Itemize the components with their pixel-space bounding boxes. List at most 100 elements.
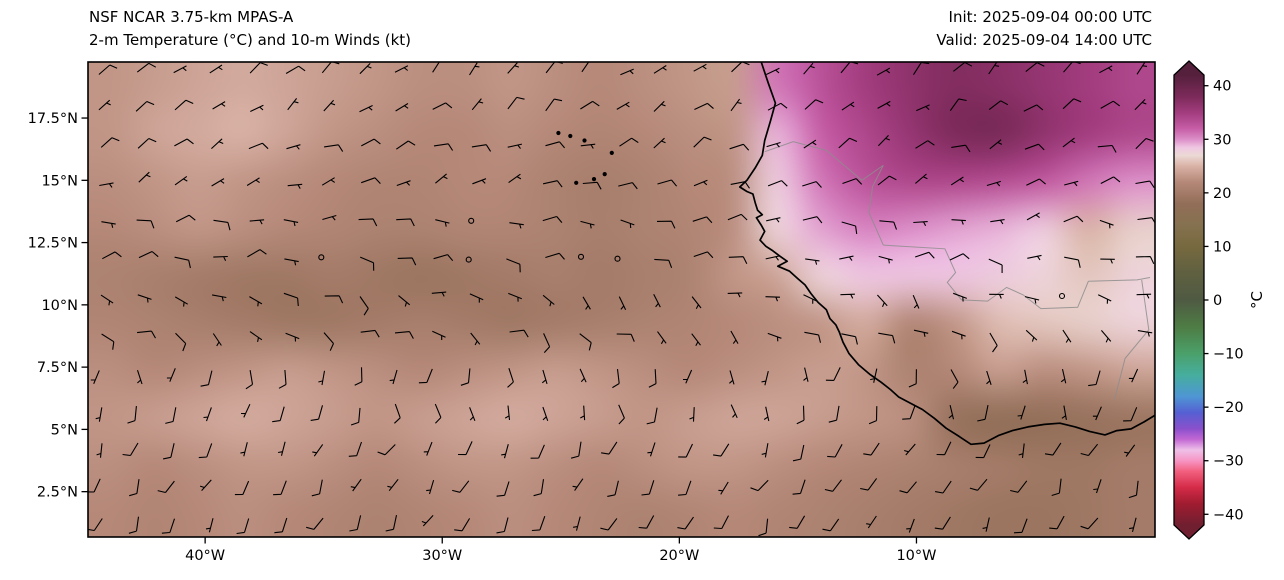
wind-barb: [879, 220, 898, 230]
wind-barb: [618, 404, 625, 425]
x-tick-label: 10°W: [896, 548, 936, 564]
wind-barb: [915, 173, 928, 184]
wind-barb: [174, 99, 194, 111]
wind-barb: [728, 256, 748, 265]
wind-barb: [789, 515, 806, 529]
wind-barb: [387, 478, 399, 492]
wind-barb: [284, 258, 299, 266]
wind-barb: [249, 296, 263, 307]
x-tick-label: 30°W: [422, 548, 462, 564]
wind-barb: [283, 292, 299, 307]
y-tick-label: 12.5°N: [28, 236, 78, 252]
wind-barb: [868, 406, 878, 425]
wind-barb: [250, 104, 264, 112]
wind-barb: [101, 221, 116, 228]
wind-barb: [758, 518, 769, 537]
wind-barb: [988, 100, 1009, 111]
border-line: [764, 141, 884, 246]
wind-barb: [908, 369, 917, 388]
wind-barb: [324, 295, 344, 304]
island-dot: [602, 172, 607, 177]
wind-barb: [951, 330, 966, 340]
wind-barb: [198, 443, 213, 459]
wind-barb: [1128, 368, 1139, 383]
wind-barb: [542, 294, 555, 307]
wind-barb: [136, 62, 157, 73]
wind-barb: [469, 293, 484, 303]
wind-barb: [713, 515, 729, 530]
wind-barb: [1099, 65, 1113, 74]
wind-barb: [1124, 444, 1136, 457]
wind-barb: [397, 257, 417, 266]
wind-barb: [899, 481, 917, 494]
wind-barb: [542, 406, 549, 421]
wind-barb: [1027, 254, 1042, 261]
map-layers: [88, 62, 1155, 537]
wind-barb: [934, 516, 951, 530]
wind-barb: [545, 252, 565, 260]
y-tick-label: 7.5°N: [37, 360, 78, 376]
wind-barb: [166, 368, 176, 382]
wind-barb: [1024, 296, 1040, 304]
wind-barb: [767, 102, 788, 111]
wind-barb: [137, 294, 152, 303]
wind-barb: [135, 100, 155, 112]
wind-barb: [870, 368, 878, 383]
wind-barb: [647, 442, 656, 457]
x-tick-label: 40°W: [185, 548, 225, 564]
wind-barb: [389, 369, 398, 385]
wind-barb: [278, 369, 287, 389]
wind-barb: [572, 478, 584, 491]
wind-barb: [641, 480, 655, 496]
coastline-path: [738, 62, 1155, 446]
wind-barb: [285, 332, 300, 342]
wind-barb: [173, 65, 187, 74]
wind-barb: [766, 217, 781, 223]
wind-barb: [580, 100, 600, 110]
wind-barb: [396, 180, 411, 187]
y-tick-label: 10°N: [41, 298, 78, 314]
wind-barb: [1128, 480, 1139, 499]
wind-barb: [570, 441, 582, 459]
wind-barb: [718, 481, 729, 495]
wind-barb: [1060, 368, 1067, 384]
wind-barb: [620, 68, 634, 76]
colorbar: 40 30 20 10 0 −10 −20 −30 −40 °C: [1173, 60, 1266, 540]
wind-barb: [318, 370, 326, 386]
wind-barb: [913, 221, 928, 227]
island-dot: [556, 130, 561, 136]
wind-barb: [842, 178, 863, 185]
wind-barb: [657, 179, 678, 187]
wind-barb: [1018, 443, 1025, 458]
wind-barb: [822, 518, 840, 532]
wind-barb: [1135, 256, 1155, 265]
wind-barb: [1100, 176, 1121, 184]
wind-barb: [90, 370, 100, 385]
wind-barb: [507, 62, 520, 74]
wind-barb: [433, 254, 454, 262]
wind-barb: [531, 516, 546, 532]
wind-barb: [766, 67, 780, 75]
wind-barb: [982, 517, 990, 532]
wind-barb: [1062, 329, 1072, 343]
wind-barb: [693, 136, 712, 148]
wind-barb: [638, 515, 655, 529]
wind-barb: [866, 515, 877, 529]
wind-barb: [460, 368, 471, 386]
wind-barb: [730, 330, 739, 344]
colorbar-tick-label: −30: [1213, 454, 1244, 470]
wind-barb: [99, 182, 114, 188]
wind-barb: [876, 67, 891, 76]
wind-barb: [174, 138, 194, 147]
colorbar-tick-label: 10: [1213, 239, 1231, 255]
wind-barb: [796, 405, 805, 425]
wind-barb: [213, 219, 231, 231]
wind-barb: [573, 516, 581, 531]
wind-barb: [839, 255, 854, 261]
wind-barb: [648, 369, 657, 388]
wind-barb: [579, 368, 587, 383]
wind-barb: [804, 331, 822, 343]
wind-barb: [877, 175, 897, 186]
island-dot: [574, 180, 579, 185]
